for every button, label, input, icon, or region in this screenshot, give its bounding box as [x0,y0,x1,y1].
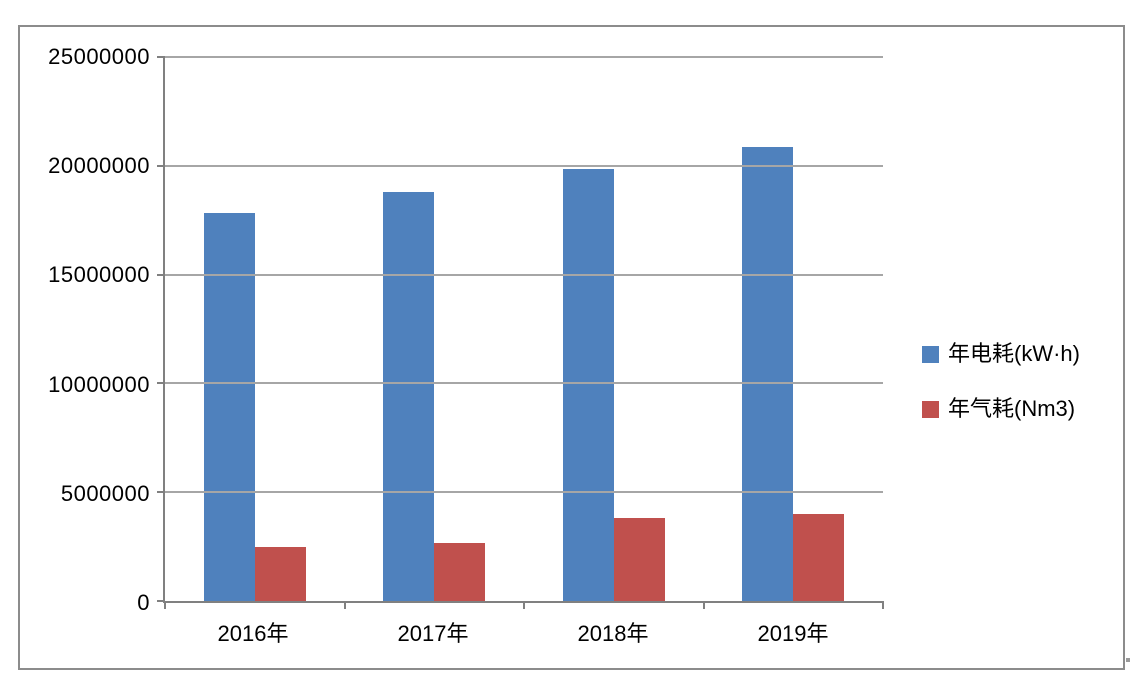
legend: 年电耗(kW·h) 年气耗(Nm3) [922,341,1080,451]
category-column [704,57,884,601]
category-column [524,57,704,601]
legend-swatch-icon [922,345,939,363]
y-tick-label: 15000000 [48,262,150,288]
y-axis-tick [157,273,165,276]
legend-label: 年气耗(Nm3) [948,396,1076,421]
x-category-label: 2018年 [577,621,649,646]
x-axis-tick [882,601,884,609]
bar-series-1 [742,147,794,601]
y-tick-label: 25000000 [48,44,150,69]
y-axis-tick [157,164,165,167]
x-axis-tick [523,601,525,609]
y-axis-tick [157,382,165,385]
y-tick-label: 10000000 [48,371,150,397]
y-tick-label: 5000000 [60,480,150,506]
bar-series-1 [203,212,255,601]
gridline [165,382,883,385]
y-axis-tick [157,600,165,602]
y-axis-labels: 0 5000000 10000000 15000000 20000000 25000000 [0,44,150,615]
legend-item: 年气耗(Nm3) [922,396,1080,422]
x-axis-tick [343,601,346,609]
bars-layer [165,57,883,601]
x-category-label: 2016年 [217,621,289,646]
y-tick-label: 0 [137,590,150,615]
gridline [165,164,883,167]
chart-frame [18,25,1125,670]
category-column [345,57,525,601]
category-column [165,57,345,601]
gridline [165,56,883,58]
x-category-label: 2017年 [397,621,469,646]
y-axis-tick [157,491,165,494]
x-axis-tick [702,601,705,609]
stray-mark [1126,658,1130,662]
legend-swatch-icon [922,400,939,418]
x-category-label: 2019年 [757,621,829,646]
bar-series-2 [793,513,845,601]
bar-series-2 [434,543,486,601]
legend-item: 年电耗(kW·h) [922,341,1080,367]
bar-series-1 [383,191,435,601]
y-axis-tick [157,56,165,58]
x-axis-labels: 2016年 2017年 2018年 2019年 [163,620,883,648]
bar-series-2 [254,546,306,601]
bar-series-2 [613,518,665,601]
bar-series-1 [562,169,614,601]
plot-area [157,56,884,609]
x-axis-tick [164,601,166,609]
gridline [165,273,883,276]
y-tick-label: 20000000 [48,153,150,179]
gridline [165,491,883,494]
legend-label: 年电耗(kW·h) [948,341,1080,366]
